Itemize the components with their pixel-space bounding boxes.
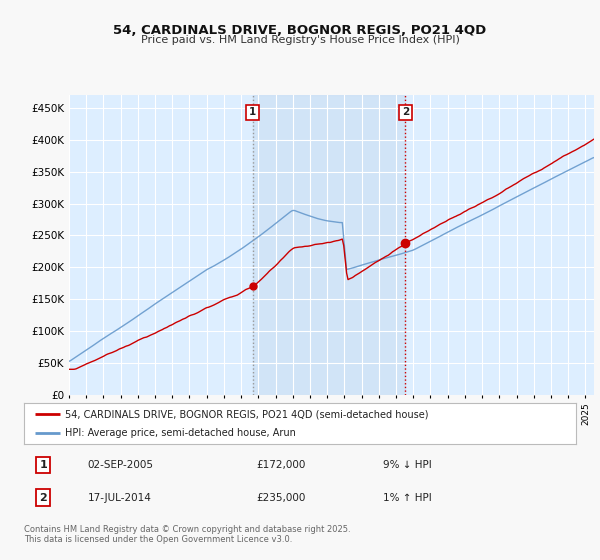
- Text: £172,000: £172,000: [256, 460, 305, 470]
- Text: £235,000: £235,000: [256, 492, 305, 502]
- Text: Price paid vs. HM Land Registry's House Price Index (HPI): Price paid vs. HM Land Registry's House …: [140, 35, 460, 45]
- Text: 1: 1: [40, 460, 47, 470]
- Bar: [253, 95, 406, 395]
- Text: 2: 2: [40, 492, 47, 502]
- Text: 17-JUL-2014: 17-JUL-2014: [88, 492, 151, 502]
- Text: 54, CARDINALS DRIVE, BOGNOR REGIS, PO21 4QD: 54, CARDINALS DRIVE, BOGNOR REGIS, PO21 …: [113, 24, 487, 36]
- Text: HPI: Average price, semi-detached house, Arun: HPI: Average price, semi-detached house,…: [65, 428, 296, 437]
- Text: 2: 2: [402, 107, 409, 117]
- Text: 9% ↓ HPI: 9% ↓ HPI: [383, 460, 431, 470]
- Text: Contains HM Land Registry data © Crown copyright and database right 2025.
This d: Contains HM Land Registry data © Crown c…: [24, 525, 350, 544]
- Text: 02-SEP-2005: 02-SEP-2005: [88, 460, 154, 470]
- Text: 1: 1: [249, 107, 256, 117]
- Text: 1% ↑ HPI: 1% ↑ HPI: [383, 492, 431, 502]
- Text: 54, CARDINALS DRIVE, BOGNOR REGIS, PO21 4QD (semi-detached house): 54, CARDINALS DRIVE, BOGNOR REGIS, PO21 …: [65, 409, 429, 419]
